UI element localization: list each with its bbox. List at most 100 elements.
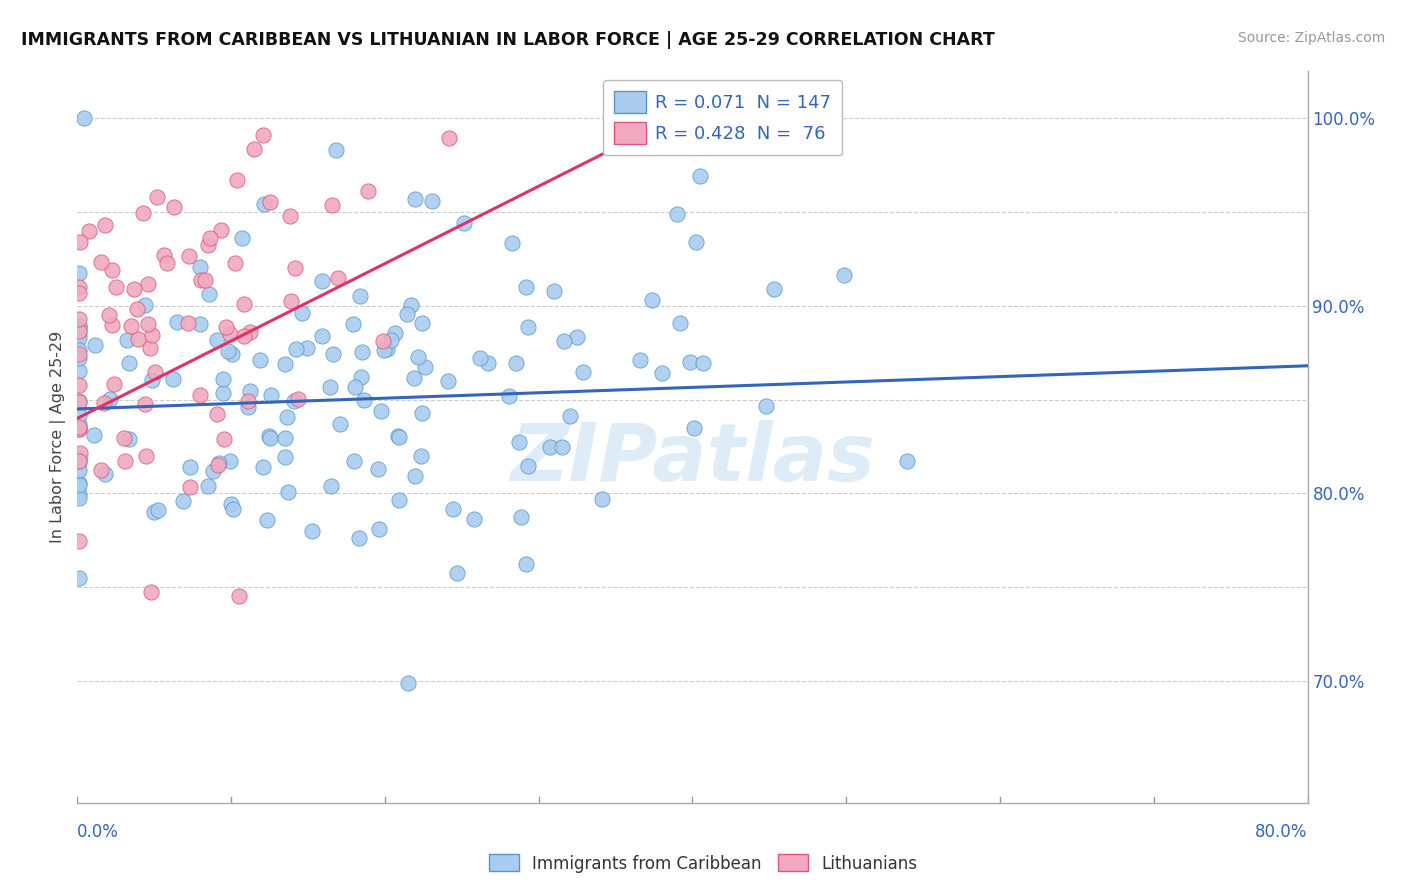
Point: [243, 142, 266, 156]
Point: [208, 456, 231, 470]
Point: [311, 274, 333, 288]
Point: [832, 268, 855, 283]
Point: [463, 512, 485, 526]
Point: [197, 479, 219, 493]
Point: [274, 450, 297, 464]
Point: [373, 343, 395, 358]
Point: [468, 351, 491, 365]
Point: [207, 458, 229, 473]
Point: [205, 334, 228, 348]
Point: [114, 454, 136, 468]
Point: [67, 477, 90, 491]
Point: [188, 317, 211, 331]
Point: [67, 486, 90, 500]
Point: [179, 480, 201, 494]
Point: [177, 249, 200, 263]
Point: [415, 359, 437, 374]
Point: [146, 190, 169, 204]
Point: [122, 282, 145, 296]
Point: [142, 505, 165, 519]
Point: [342, 317, 364, 331]
Point: [387, 429, 409, 443]
Point: [896, 454, 918, 468]
Point: [67, 463, 90, 477]
Point: [277, 485, 299, 500]
Point: [239, 325, 262, 339]
Point: [591, 491, 613, 506]
Point: [253, 197, 276, 211]
Point: [69, 235, 91, 250]
Point: [211, 372, 233, 386]
Point: [755, 399, 778, 413]
Point: [260, 387, 283, 401]
Point: [517, 320, 540, 334]
Point: [259, 429, 281, 443]
Point: [98, 308, 121, 322]
Point: [69, 446, 91, 460]
Point: [224, 256, 246, 270]
Point: [396, 307, 419, 321]
Point: [67, 324, 90, 338]
Point: [103, 377, 125, 392]
Point: [439, 131, 461, 145]
Point: [640, 293, 662, 307]
Point: [163, 200, 186, 214]
Point: [232, 329, 254, 343]
Point: [356, 184, 378, 198]
Point: [692, 356, 714, 370]
Point: [353, 393, 375, 408]
Point: [278, 210, 301, 224]
Point: [371, 334, 394, 349]
Point: [67, 419, 90, 434]
Point: [287, 392, 309, 406]
Point: [212, 386, 235, 401]
Point: [146, 503, 169, 517]
Point: [402, 371, 425, 385]
Point: [322, 347, 344, 361]
Point: [67, 312, 90, 326]
Point: [118, 432, 141, 446]
Text: 80.0%: 80.0%: [1256, 822, 1308, 840]
Point: [83, 428, 105, 442]
Point: [380, 333, 402, 347]
Point: [67, 419, 90, 434]
Point: [256, 513, 278, 527]
Point: [143, 365, 166, 379]
Text: ZIPatlas: ZIPatlas: [510, 420, 875, 498]
Point: [411, 449, 433, 463]
Point: [115, 334, 138, 348]
Point: [67, 319, 90, 334]
Point: [67, 534, 90, 549]
Point: [388, 429, 411, 443]
Point: [446, 566, 468, 580]
Point: [67, 327, 90, 342]
Point: [252, 128, 274, 142]
Point: [551, 440, 574, 454]
Point: [367, 462, 389, 476]
Point: [238, 400, 260, 414]
Point: [215, 320, 238, 334]
Point: [249, 352, 271, 367]
Point: [67, 475, 90, 490]
Point: [90, 255, 112, 269]
Point: [543, 284, 565, 298]
Point: [508, 434, 530, 449]
Point: [67, 450, 90, 465]
Point: [311, 329, 333, 343]
Point: [67, 378, 90, 392]
Text: Source: ZipAtlas.com: Source: ZipAtlas.com: [1237, 31, 1385, 45]
Point: [188, 260, 211, 275]
Point: [67, 318, 90, 333]
Point: [202, 464, 225, 478]
Point: [67, 322, 90, 336]
Point: [280, 294, 302, 309]
Point: [67, 280, 90, 294]
Point: [396, 676, 419, 690]
Text: IMMIGRANTS FROM CARIBBEAN VS LITHUANIAN IN LABOR FORCE | AGE 25-29 CORRELATION C: IMMIGRANTS FROM CARIBBEAN VS LITHUANIAN …: [21, 31, 995, 49]
Point: [399, 298, 422, 312]
Point: [194, 273, 217, 287]
Point: [538, 440, 561, 454]
Point: [259, 194, 281, 209]
Point: [679, 355, 702, 369]
Point: [571, 365, 593, 379]
